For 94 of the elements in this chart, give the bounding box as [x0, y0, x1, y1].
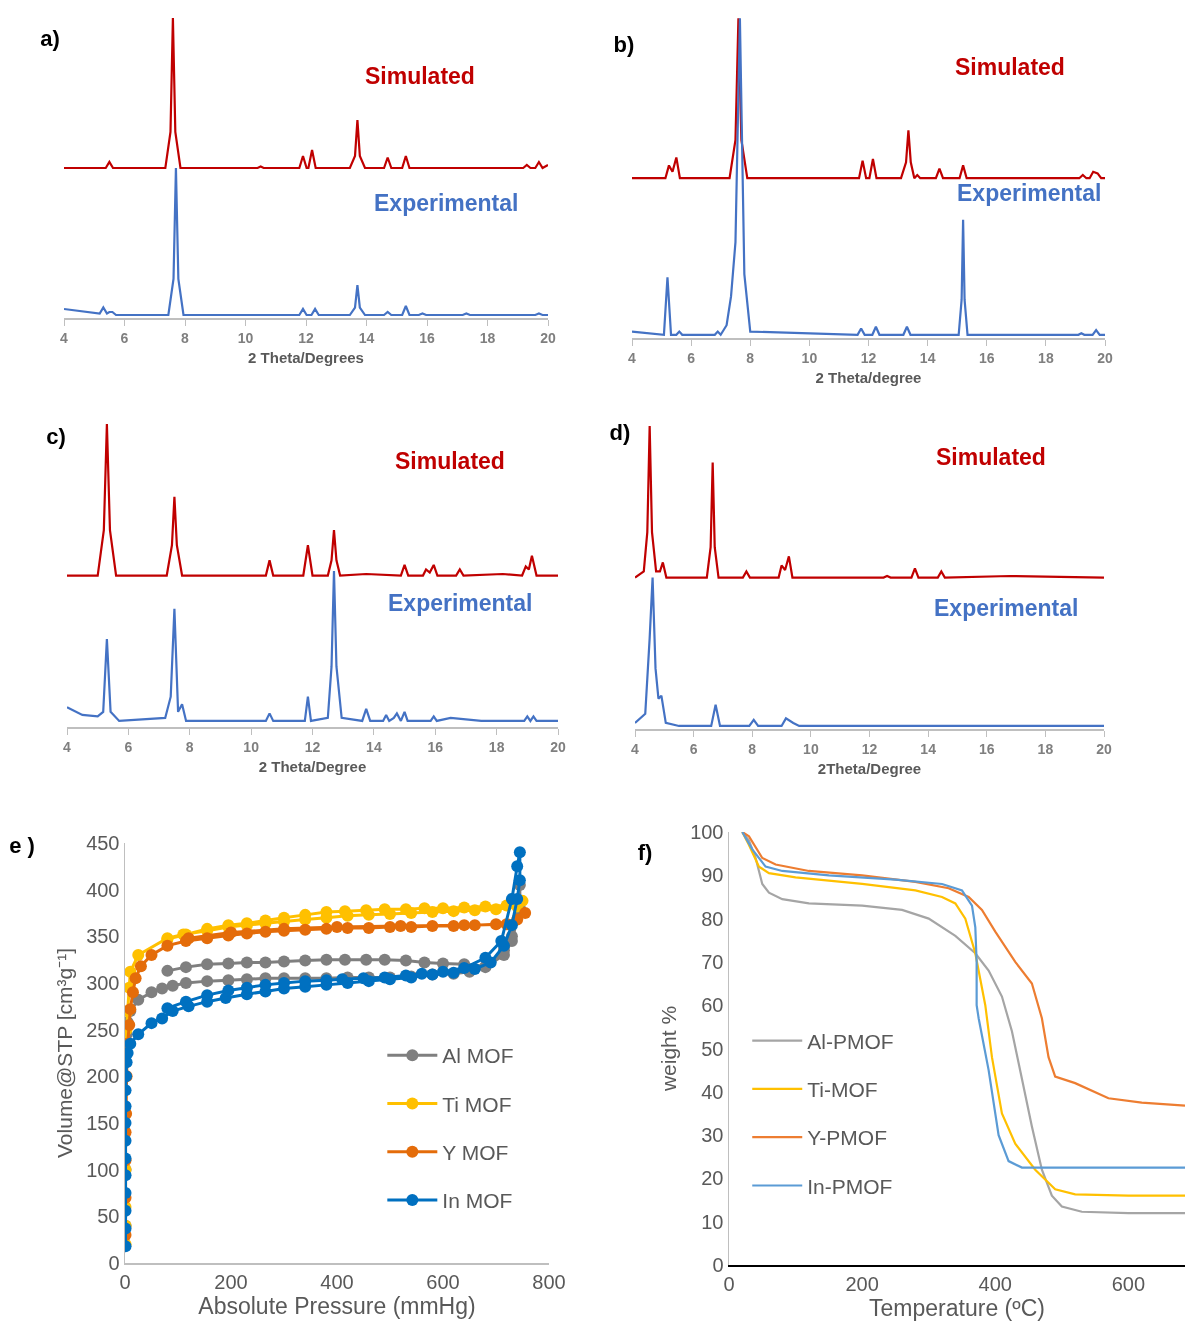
x-tick-label: 14 — [358, 329, 375, 346]
y-tick-label: 0 — [712, 1254, 724, 1276]
series-label: Simulated — [365, 63, 475, 89]
legend-label: Al MOF — [442, 1044, 514, 1068]
x-tick-label: 6 — [124, 738, 133, 755]
x-tick-label: 10 — [237, 329, 254, 346]
y-tick-label: 20 — [701, 1167, 724, 1190]
x-axis-title: Absolute Pressure (mmHg) — [198, 1292, 476, 1319]
legend-label: Ti MOF — [442, 1092, 512, 1116]
x-tick-label: 4 — [628, 349, 637, 366]
x-tick-label: 12 — [860, 349, 877, 366]
x-tick-label: 20 — [1097, 349, 1113, 366]
chart-title: e ) — [9, 832, 35, 858]
x-axis-title: Temperature (ºC) — [869, 1294, 1045, 1321]
x-tick-label: 8 — [185, 738, 194, 755]
x-tick-label: 400 — [320, 1270, 354, 1293]
x-tick-label: 6 — [689, 740, 698, 757]
y-tick-label: 450 — [86, 832, 120, 854]
x-tick-label: 20 — [1096, 740, 1112, 757]
x-tick-label: 4 — [631, 740, 640, 757]
y-tick-label: 250 — [86, 1018, 120, 1041]
text: Simulated — [395, 448, 505, 474]
x-tick-label: 10 — [801, 349, 818, 366]
y-tick-label: 300 — [86, 972, 120, 994]
x-axis-title: 2Theta/Degree — [817, 760, 922, 778]
x-tick-label: 8 — [181, 329, 190, 346]
y-tick-label: 0 — [108, 1252, 120, 1274]
chart-title: f) — [637, 839, 653, 865]
y-tick-label: 150 — [86, 1112, 120, 1134]
x-tick-label: 4 — [60, 329, 69, 346]
x-tick-label: 16 — [978, 740, 995, 757]
x-tick-label: 18 — [479, 329, 496, 346]
x-tick-label: 18 — [1037, 740, 1054, 757]
y-tick-label: 200 — [86, 1065, 120, 1088]
y-tick-label: 350 — [86, 925, 120, 948]
legend-label: Y MOF — [442, 1140, 509, 1164]
text: Simulated — [936, 444, 1046, 470]
x-tick-label: 12 — [304, 738, 321, 755]
x-tick-label: 16 — [419, 329, 435, 346]
y-tick-label: 40 — [701, 1080, 724, 1103]
x-tick-label: 200 — [214, 1270, 248, 1293]
x-tick-label: 14 — [920, 740, 937, 757]
x-tick-label: 12 — [298, 329, 314, 346]
x-tick-label: 6 — [120, 329, 129, 346]
y-tick-label: 10 — [701, 1210, 724, 1233]
chart-title: d) — [609, 419, 631, 445]
x-tick-label: 200 — [845, 1272, 879, 1295]
x-tick-label: 800 — [532, 1270, 566, 1293]
legend-label: Al-PMOF — [807, 1029, 894, 1053]
y-tick-label: 90 — [701, 864, 724, 887]
y-tick-label: 400 — [86, 878, 120, 901]
x-tick-label: 16 — [427, 738, 444, 755]
legend-label: Y-PMOF — [807, 1126, 887, 1150]
x-axis-title: 2 Theta/Degrees — [248, 349, 364, 367]
x-tick-label: 18 — [1038, 349, 1054, 366]
text: Experimental — [934, 595, 1079, 621]
y-tick-label: 100 — [86, 1158, 120, 1181]
x-tick-label: 14 — [919, 349, 936, 366]
y-axis-title: Volume@STP [cm³g⁻¹] — [52, 948, 76, 1158]
x-tick-label: 18 — [488, 738, 505, 755]
text: Experimental — [388, 590, 533, 616]
x-tick-label: 10 — [243, 738, 260, 755]
y-tick-label: 100 — [690, 821, 724, 843]
x-axis-title: 2 Theta/Degree — [258, 758, 367, 776]
text: Simulated — [955, 54, 1065, 80]
y-tick-label: 60 — [701, 994, 724, 1017]
y-axis-title: weight % — [656, 1005, 680, 1093]
y-tick-label: 50 — [701, 1037, 724, 1060]
legend-label: Ti-MOF — [807, 1078, 878, 1102]
x-tick-label: 8 — [748, 740, 757, 757]
x-tick-label: 12 — [861, 740, 878, 757]
x-tick-label: 16 — [978, 349, 995, 366]
text: b) — [613, 31, 635, 57]
y-tick-label: 70 — [701, 950, 724, 973]
series-label: Experimental — [957, 180, 1102, 206]
x-tick-label: 20 — [540, 329, 556, 346]
y-tick-label: 50 — [97, 1205, 120, 1228]
legend-label: In-PMOF — [807, 1174, 893, 1198]
y-tick-label: 80 — [701, 907, 724, 930]
x-tick-label: 8 — [746, 349, 755, 366]
x-tick-label: 14 — [366, 738, 382, 755]
x-axis-title: 2 Theta/degree — [815, 369, 922, 387]
x-tick-label: 400 — [978, 1272, 1012, 1295]
x-tick-label: 600 — [1111, 1272, 1146, 1295]
text: Experimental — [374, 190, 519, 216]
y-tick-label: 30 — [701, 1124, 724, 1147]
x-tick-label: 6 — [687, 349, 696, 366]
x-tick-label: 4 — [63, 738, 72, 755]
x-tick-label: 600 — [426, 1270, 460, 1293]
x-tick-label: 20 — [550, 738, 566, 755]
chart-title: a) — [40, 25, 60, 51]
chart-title: c) — [46, 423, 66, 449]
legend-label: In MOF — [442, 1189, 513, 1213]
x-tick-label: 10 — [803, 740, 819, 757]
